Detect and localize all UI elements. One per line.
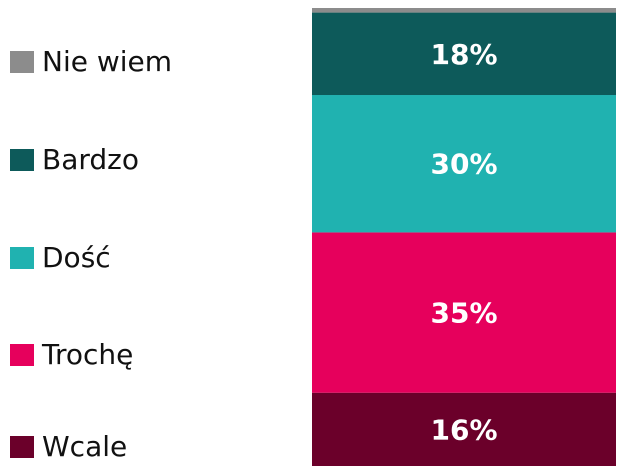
- legend-label: Wcale: [42, 430, 127, 463]
- legend-swatch: [10, 149, 34, 171]
- bar-segment: [312, 8, 616, 13]
- legend-swatch: [10, 247, 34, 269]
- legend-swatch: [10, 344, 34, 366]
- bar-segment: [312, 392, 616, 466]
- data-label: 30%: [430, 148, 497, 181]
- legend-swatch: [10, 436, 34, 458]
- bar-segment: [312, 95, 616, 233]
- bar-segment: [312, 12, 616, 96]
- legend-label: Nie wiem: [42, 45, 172, 78]
- data-label: 18%: [430, 38, 497, 71]
- data-label: 16%: [430, 413, 497, 446]
- bar-segment: [312, 232, 616, 393]
- legend-label: Trochę: [41, 338, 133, 371]
- legend-swatch: [10, 51, 34, 73]
- legend-label: Dość: [42, 241, 111, 274]
- legend-label: Bardzo: [42, 143, 139, 176]
- data-label: 35%: [430, 297, 497, 330]
